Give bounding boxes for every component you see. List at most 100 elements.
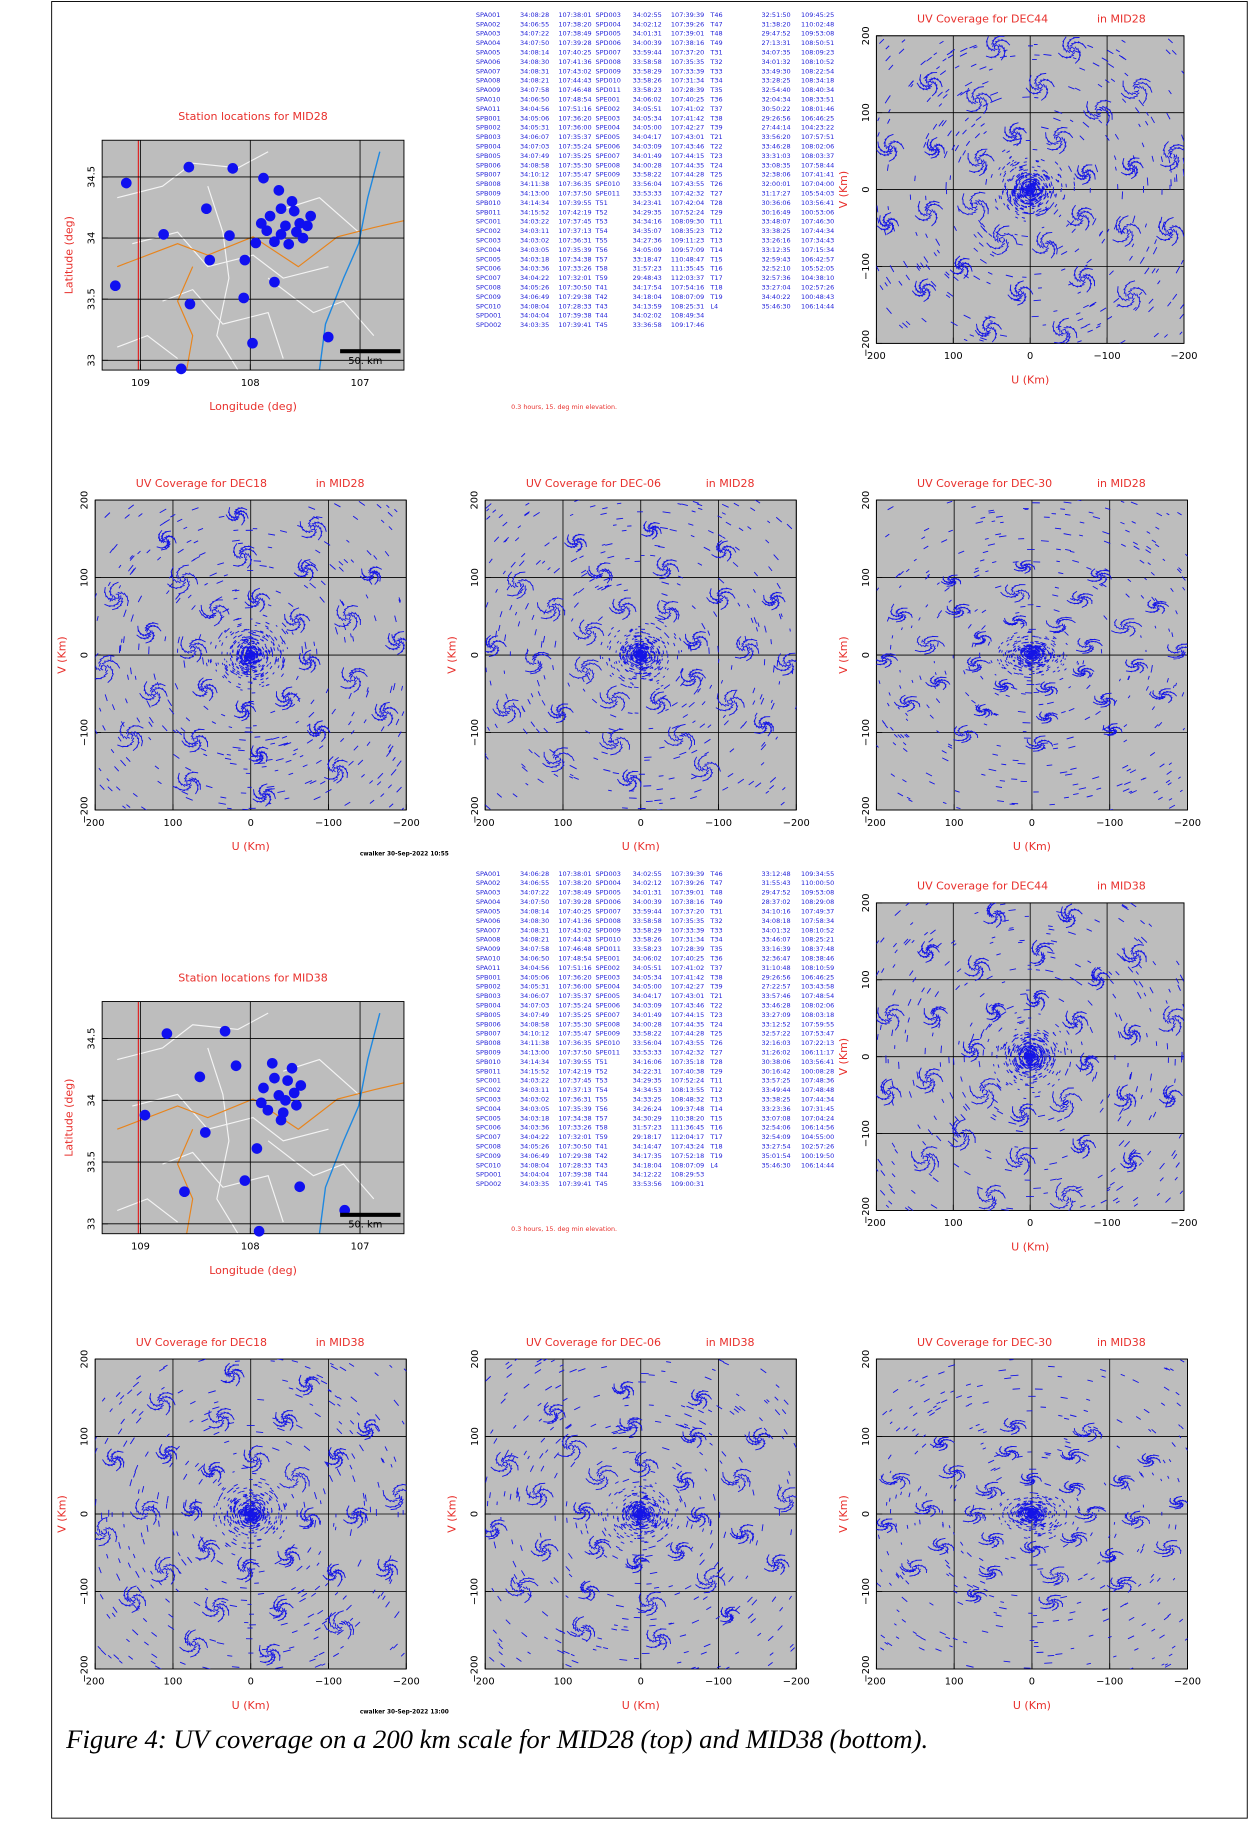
table-cell: 107:28:33	[558, 302, 591, 310]
table-cell: 107:39:39	[671, 870, 704, 878]
table-cell: 34:05:09	[633, 246, 662, 254]
station	[283, 239, 294, 250]
table-cell: 34:05:51	[633, 964, 662, 972]
table-cell: SPC009	[476, 293, 501, 301]
x-tick-label: −100	[1096, 1677, 1123, 1688]
table-cell: T22	[709, 1001, 722, 1009]
y-tick-label: −100	[861, 1578, 872, 1605]
table-cell: T29	[709, 208, 722, 216]
table-cell: 107:35:39	[558, 1105, 591, 1113]
table-cell: 34:06:55	[520, 20, 549, 28]
table-cell: T34	[709, 936, 722, 944]
table-cell: 107:39:01	[671, 30, 704, 38]
table-cell: T23	[709, 1011, 722, 1019]
table-cell: 107:28:39	[671, 945, 704, 953]
station	[276, 229, 287, 240]
table-cell: T42	[594, 1152, 607, 1160]
table-cell: 100:53:06	[801, 208, 834, 216]
table-cell: T27	[709, 1048, 722, 1056]
x-tick-label: 109	[131, 378, 150, 389]
table-cell: T21	[709, 133, 722, 141]
table-cell: SPB002	[476, 983, 501, 991]
table-cell: T37	[709, 105, 722, 113]
table-cell: T53	[594, 218, 607, 226]
table-cell: 102:57:26	[801, 1143, 834, 1151]
table-cell: T45	[594, 321, 607, 329]
table-cell: SPC002	[476, 227, 501, 235]
table-cell: 32:52:10	[761, 265, 790, 273]
x-axis-label: U (Km)	[1013, 1699, 1051, 1712]
table-cell: 33:46:28	[761, 143, 790, 151]
y-axis-label: V (Km)	[837, 1495, 850, 1533]
y-tick-label: −200	[861, 1197, 872, 1224]
chart-title: UV Coverage for DEC18	[136, 477, 267, 490]
table-cell: 32:57:22	[761, 1030, 790, 1038]
table-cell: 27:22:57	[761, 983, 790, 991]
station	[258, 1083, 269, 1094]
table-cell: 34:01:49	[633, 152, 662, 160]
table-cell: 34:03:09	[633, 1001, 662, 1009]
table-cell: 32:59:43	[761, 255, 790, 263]
table-cell: 107:41:02	[671, 964, 704, 972]
table-cell: 34:05:31	[520, 983, 549, 991]
table-cell: 107:28:33	[558, 1161, 591, 1169]
table-cell: 34:08:58	[520, 161, 549, 169]
station	[258, 173, 269, 184]
station	[289, 206, 300, 217]
table-cell: SPA004	[476, 898, 500, 906]
table-cell: T58	[594, 1124, 607, 1132]
table-cell: 29:26:56	[761, 973, 790, 981]
table-cell: 31:57:23	[633, 265, 662, 273]
x-tick-label: 108	[241, 1241, 260, 1252]
table-cell: T38	[709, 114, 722, 122]
table-cell: SPA008	[476, 936, 500, 944]
table-cell: 107:35:30	[558, 1020, 591, 1028]
table-cell: SPC007	[476, 274, 501, 282]
table-cell: 34:08:18	[761, 917, 790, 925]
table-cell: 34:34:16	[633, 218, 662, 226]
table-cell: SPB001	[476, 973, 501, 981]
station	[287, 196, 298, 207]
table-cell: 33:58:29	[633, 67, 662, 75]
table-cell: 107:51:16	[558, 105, 591, 113]
table-cell: SPE009	[595, 171, 620, 179]
table-cell: 108:09:23	[801, 48, 834, 56]
table-cell: 34:08:30	[520, 58, 549, 66]
table-cell: 33:28:25	[761, 77, 790, 85]
table-cell: SPD011	[595, 945, 620, 953]
table-cell: 33:23:36	[761, 1105, 790, 1113]
table-cell: 34:07:49	[520, 152, 549, 160]
table-cell: SPB007	[476, 171, 501, 179]
y-tick-label: −100	[470, 719, 481, 746]
table-cell: 34:03:05	[520, 246, 549, 254]
table-cell: 107:48:48	[801, 1086, 834, 1094]
table-cell: T56	[594, 246, 607, 254]
y-tick-label: 200	[861, 491, 872, 510]
table-cell: SPE011	[595, 190, 620, 198]
table-cell: 34:33:25	[633, 1096, 662, 1104]
table-cell: 34:06:50	[520, 95, 549, 103]
table-cell: 107:22:13	[801, 1039, 834, 1047]
table-cell: 108:10:52	[801, 926, 834, 934]
station	[220, 1026, 231, 1037]
x-tick-label: −200	[1174, 1677, 1201, 1688]
table-cell: SPE004	[595, 983, 620, 991]
table-cell: 34:06:49	[520, 1152, 549, 1160]
table-cell: 107:41:41	[801, 171, 834, 179]
table-cell: T12	[709, 1086, 722, 1094]
table-cell: T37	[709, 964, 722, 972]
table-cell: 107:42:19	[558, 208, 591, 216]
table-cell: T59	[594, 274, 607, 282]
table-cell: T28	[709, 199, 722, 207]
table-cell: 107:35:30	[558, 161, 591, 169]
table-cell: T11	[709, 1077, 722, 1085]
x-tick-label: −100	[1094, 351, 1121, 362]
table-cell: 34:05:00	[633, 124, 662, 132]
table-cell: 107:39:55	[558, 1058, 591, 1066]
table-cell: 29:47:52	[761, 30, 790, 38]
table-cell: T31	[709, 48, 722, 56]
table-cell: SPA002	[476, 20, 500, 28]
table-cell: T39	[709, 983, 722, 991]
table-cell: 107:35:25	[558, 152, 591, 160]
table-cell: 34:07:50	[520, 39, 549, 47]
